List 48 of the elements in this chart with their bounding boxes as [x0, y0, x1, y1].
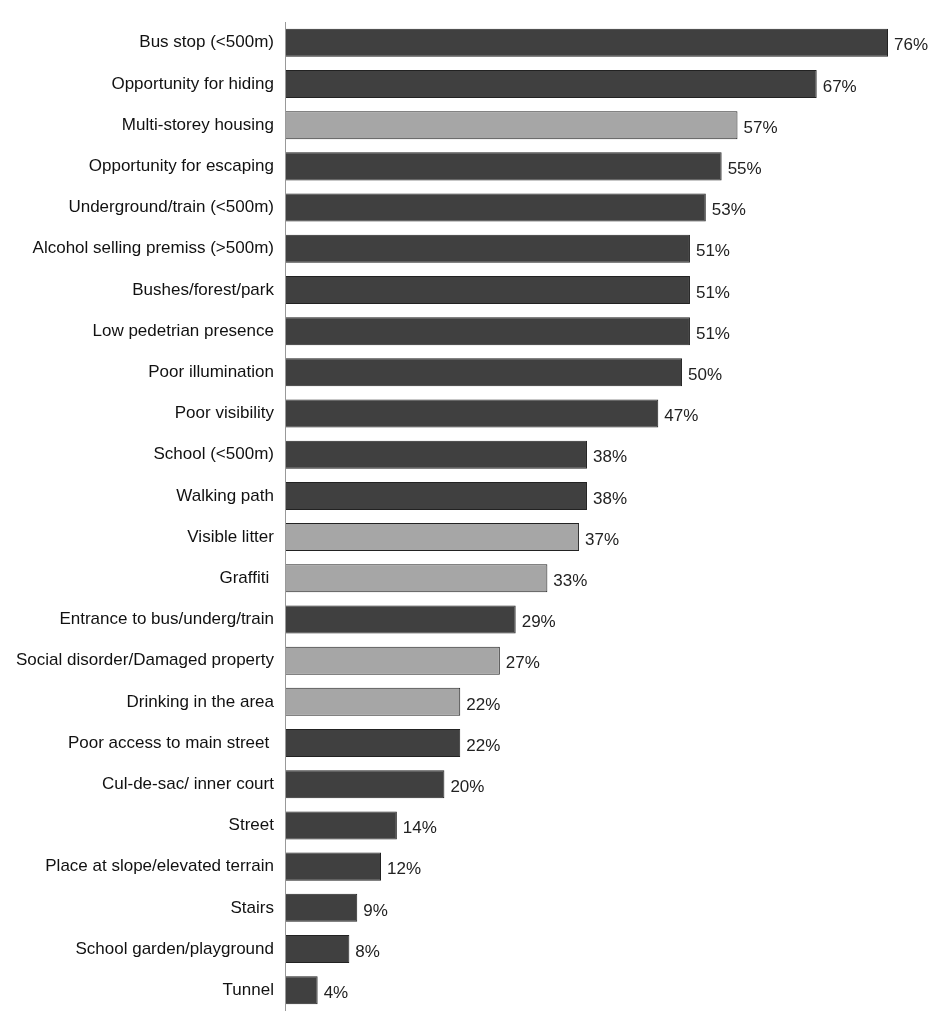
y-tick-label: Graffiti: [219, 567, 274, 587]
y-tick-label: School garden/playground: [75, 938, 274, 958]
data-label: 9%: [363, 900, 388, 920]
data-label: 51%: [695, 241, 730, 261]
y-tick-label: Alcohol selling premiss (>500m): [32, 238, 274, 258]
data-label: 14%: [402, 818, 437, 838]
data-label: 29%: [521, 612, 556, 632]
y-tick-label: Opportunity for escaping: [88, 156, 274, 176]
y-tick-label: Place at slope/elevated terrain: [45, 856, 274, 876]
y-tick-label: Poor illumination: [148, 362, 274, 382]
y-tick-label: Low pedetrian presence: [92, 320, 274, 340]
y-tick-label: Bus stop (<500m): [139, 32, 274, 52]
y-tick-label: Visible litter: [187, 526, 275, 546]
data-label: 53%: [711, 200, 746, 220]
data-label: 38%: [592, 488, 628, 508]
y-tick-label: Poor access to main street: [67, 732, 274, 752]
data-label: 12%: [387, 859, 422, 879]
data-label: 8%: [355, 941, 380, 961]
data-label: 55%: [727, 159, 762, 179]
data-label: 20%: [450, 776, 485, 796]
y-tick-label: Stairs: [230, 897, 274, 917]
data-label: 38%: [592, 447, 628, 467]
y-tick-label: Opportunity for hiding: [111, 73, 274, 93]
data-label: 4%: [323, 982, 349, 1002]
data-label: 22%: [466, 694, 501, 714]
data-label: 33%: [553, 570, 588, 590]
data-label: 37%: [585, 529, 620, 549]
y-tick-label: Entrance to bus/underg/train: [59, 609, 274, 629]
y-tick-label: Poor visibility: [174, 403, 275, 423]
data-label: 51%: [695, 282, 730, 302]
data-label: 22%: [466, 735, 501, 755]
y-tick-label: Multi-storey housing: [121, 114, 274, 134]
y-tick-label: Underground/train (<500m): [68, 197, 274, 217]
data-label: 50%: [688, 365, 723, 385]
y-tick-label: Cul-de-sac/ inner court: [101, 773, 275, 793]
data-label: 57%: [743, 117, 778, 137]
data-label: 76%: [894, 35, 929, 55]
data-label: 47%: [664, 406, 699, 426]
y-tick-label: Drinking in the area: [126, 691, 275, 711]
data-label: 27%: [505, 653, 540, 673]
data-label: 51%: [695, 323, 730, 343]
y-tick-label: Social disorder/Damaged property: [15, 650, 275, 670]
y-tick-label: Bushes/forest/park: [132, 279, 275, 299]
data-label: 67%: [822, 76, 857, 96]
y-tick-label: School (<500m): [153, 444, 274, 464]
y-tick-label: Tunnel: [222, 979, 274, 999]
y-tick-label: Walking path: [176, 485, 274, 505]
y-tick-label: Street: [228, 815, 275, 835]
